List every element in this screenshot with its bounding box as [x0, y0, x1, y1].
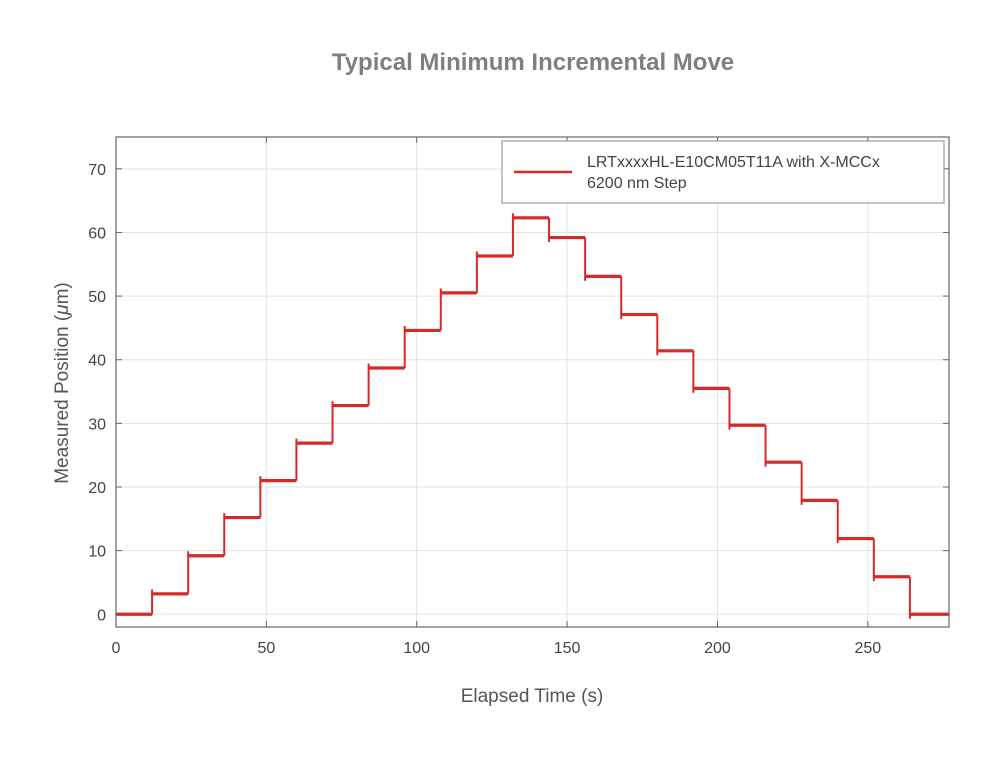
x-tick-label: 0: [112, 640, 121, 657]
y-tick-label: 60: [88, 225, 106, 242]
x-axis-label: Elapsed Time (s): [461, 686, 604, 707]
legend: LRTxxxxHL-E10CM05T11A with X-MCCx 6200 n…: [501, 140, 945, 204]
plot-area: [116, 213, 949, 619]
x-tick-label: 250: [854, 640, 881, 657]
x-tick-label: 100: [403, 640, 430, 657]
plot-frame: [115, 136, 950, 628]
y-axis-label-suffix: m): [52, 282, 73, 304]
y-axis-label-mu: μ: [52, 304, 73, 316]
y-tick-label: 10: [88, 544, 106, 561]
y-tick-label: 20: [88, 480, 106, 497]
y-axis-label-prefix: Measured Position (: [52, 314, 73, 484]
x-tick-label: 50: [257, 640, 275, 657]
legend-box: [501, 140, 945, 204]
x-tick-label: 200: [704, 640, 731, 657]
y-tick-label: 50: [88, 289, 106, 306]
legend-label-line1: LRTxxxxHL-E10CM05T11A with X-MCCx: [587, 154, 880, 171]
y-tick-label: 0: [97, 607, 106, 624]
y-tick-label: 70: [88, 162, 106, 179]
y-tick-label: 40: [88, 353, 106, 370]
chart-title: Typical Minimum Incremental Move: [332, 49, 734, 76]
legend-label-line2: 6200 nm Step: [587, 175, 687, 192]
axis-ticks: 0 50 100 150 200 250 0 10 20 30 40 50 60 70: [88, 137, 949, 657]
y-axis-label: Measured Position (μm): [52, 282, 73, 484]
x-tick-label: 150: [554, 640, 581, 657]
grid-lines: [116, 137, 949, 627]
y-tick-label: 30: [88, 416, 106, 433]
